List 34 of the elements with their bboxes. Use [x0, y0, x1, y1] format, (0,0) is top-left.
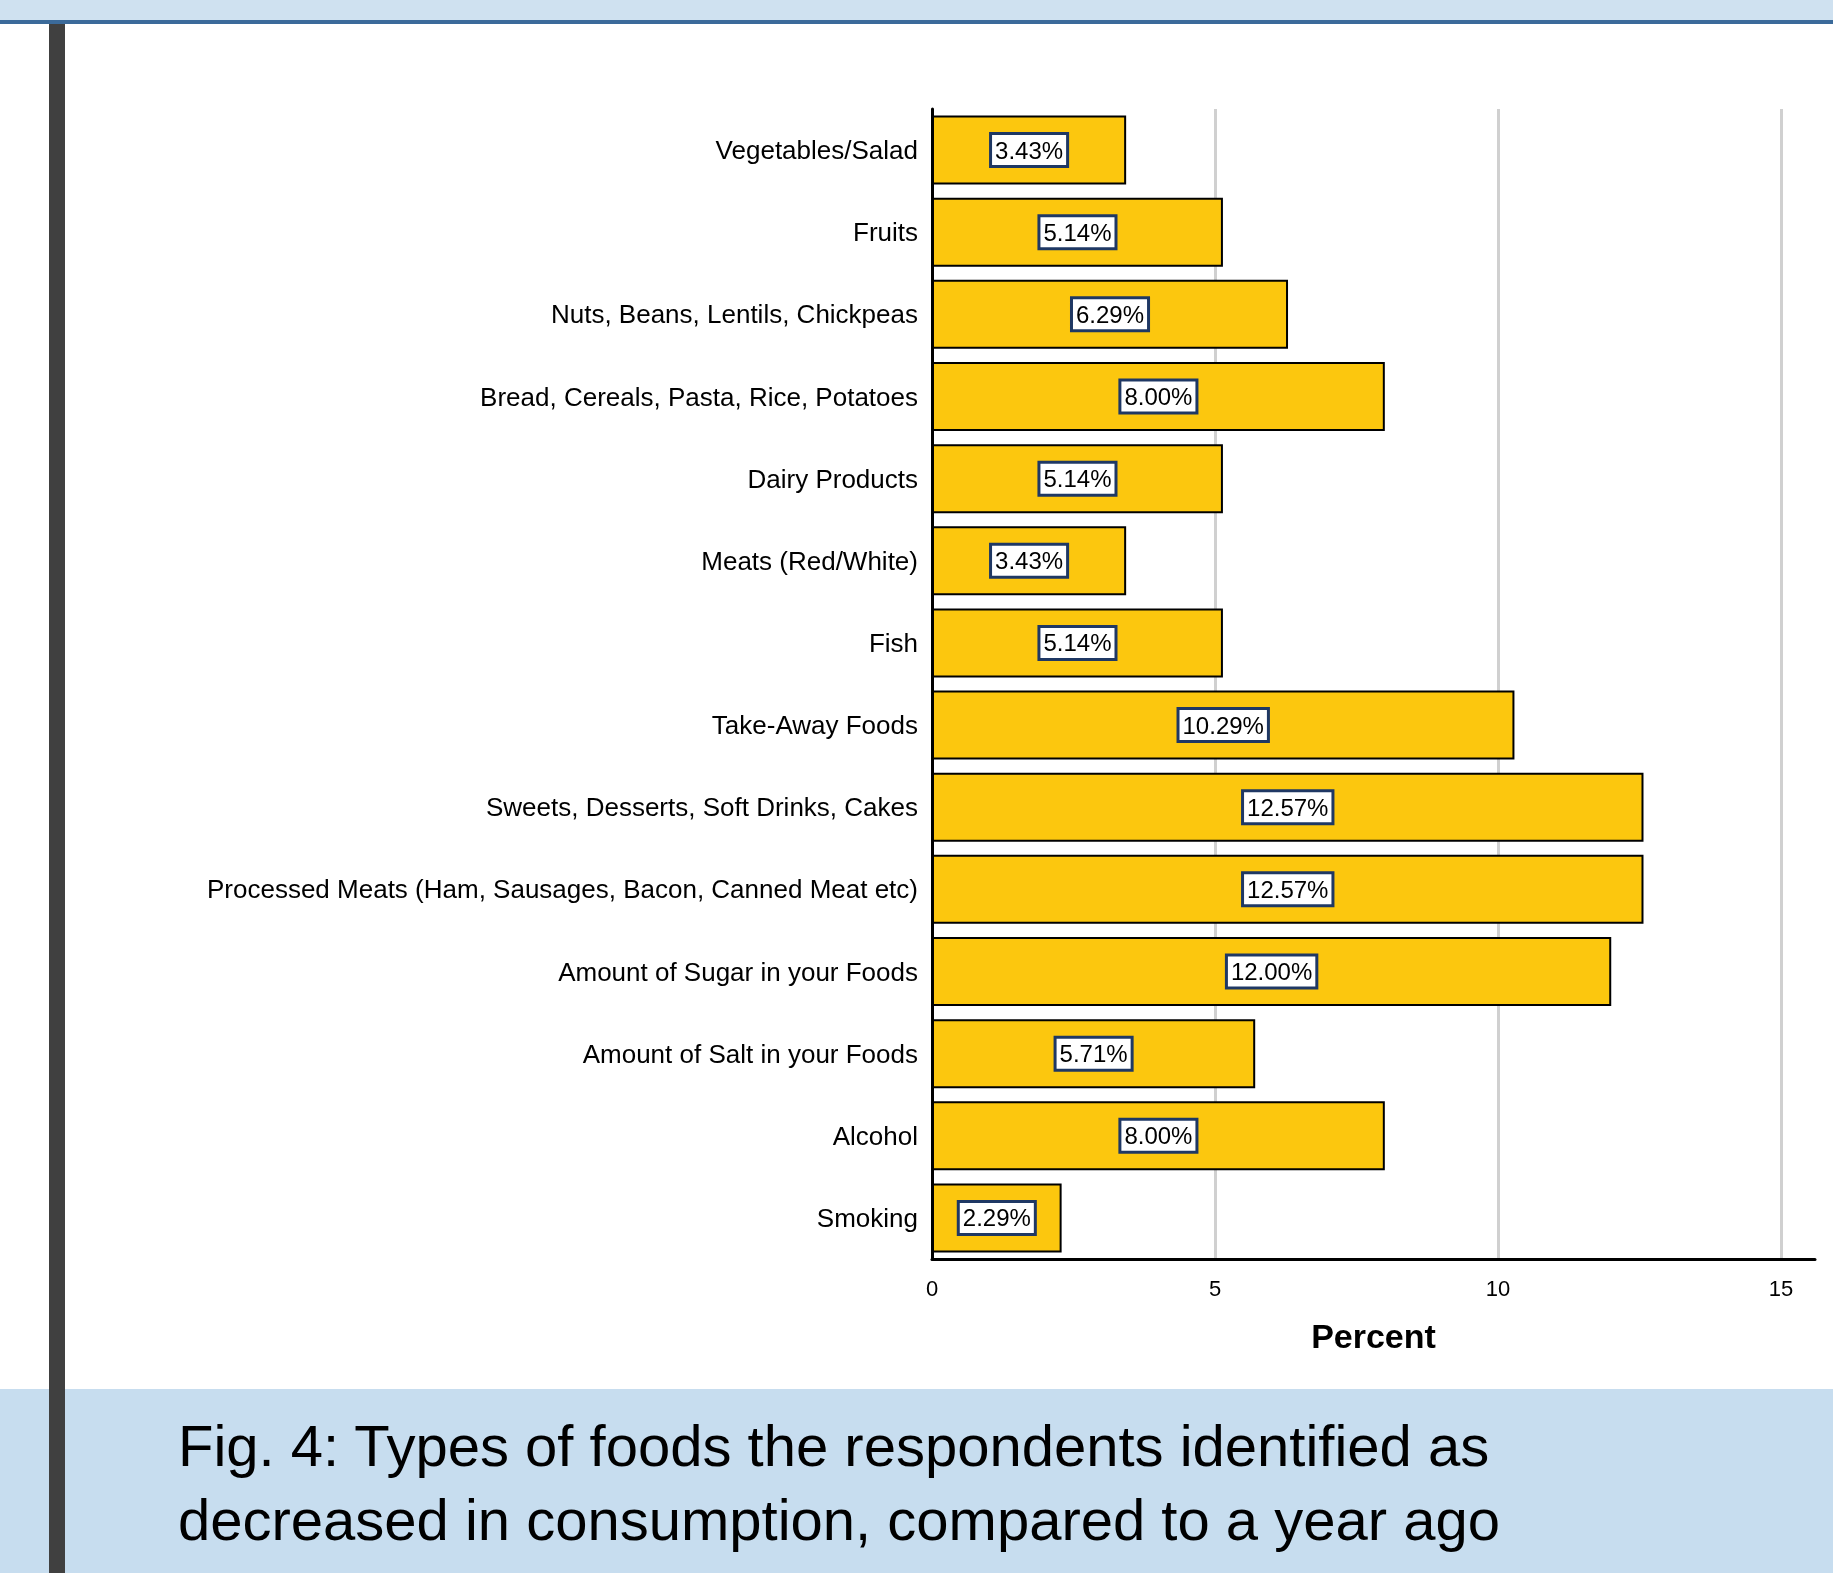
y-tick-label: Amount of Salt in your Foods: [582, 1038, 918, 1069]
y-tick-label: Meats (Red/White): [701, 545, 918, 576]
data-label: 5.14%: [1043, 218, 1112, 246]
x-tick-label: 0: [925, 1275, 939, 1301]
y-tick-label: Fruits: [853, 217, 918, 248]
x-tick-label: 15: [1768, 1275, 1794, 1301]
y-tick-label: Nuts, Beans, Lentils, Chickpeas: [550, 299, 918, 330]
y-tick-label: Amount of Sugar in your Foods: [558, 956, 918, 987]
data-label: 5.14%: [1043, 629, 1112, 657]
y-tick-label: Processed Meats (Ham, Sausages, Bacon, Canned Meat etc): [206, 874, 918, 905]
data-label: 3.43%: [995, 136, 1064, 164]
y-tick-label: Smoking: [816, 1202, 918, 1233]
data-label: 10.29%: [1182, 711, 1264, 739]
y-tick-label: Alcohol: [832, 1120, 918, 1151]
data-label: 2.29%: [962, 1204, 1031, 1232]
data-label: 8.00%: [1124, 1122, 1193, 1150]
y-tick-label: Dairy Products: [747, 463, 918, 494]
data-label: 12.57%: [1247, 875, 1329, 903]
x-tick-label: 10: [1485, 1275, 1511, 1301]
data-label: 8.00%: [1124, 383, 1193, 410]
y-tick-label: Vegetables/Salad: [715, 135, 918, 166]
y-tick-label: Sweets, Desserts, Soft Drinks, Cakes: [485, 792, 918, 823]
data-label: 6.29%: [1075, 300, 1145, 328]
data-label: 5.14%: [1043, 465, 1112, 493]
y-tick-label: Fish: [868, 627, 918, 658]
x-tick-label: 5: [1208, 1275, 1222, 1301]
y-tick-label: Bread, Cereals, Pasta, Rice, Potatoes: [480, 381, 918, 412]
data-label: 3.43%: [995, 547, 1064, 575]
data-label: 12.00%: [1230, 958, 1313, 985]
caption: Fig. 4: Types of foods the respondents identified as decreased in consumption, compared to a year ago: [178, 1412, 1501, 1554]
data-label: 5.71%: [1059, 1040, 1128, 1068]
x-axis-title: Percent: [1311, 1317, 1436, 1355]
y-tick-label: Take-Away Foods: [711, 710, 918, 741]
data-label: 12.57%: [1247, 793, 1329, 821]
